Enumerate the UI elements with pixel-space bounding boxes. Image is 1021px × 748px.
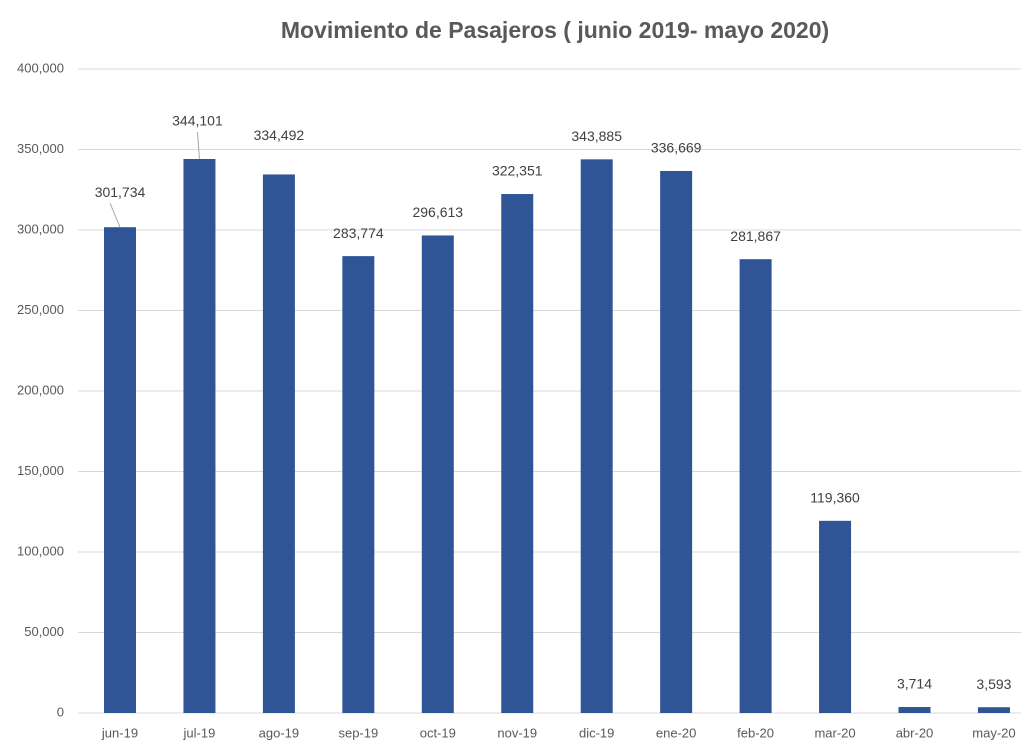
value-label: 281,867 (730, 228, 781, 244)
bar (580, 159, 613, 713)
value-label: 296,613 (412, 204, 463, 220)
bar (421, 235, 454, 713)
value-label: 336,669 (651, 140, 702, 156)
x-tick-label: ago-19 (259, 725, 299, 740)
value-label: 119,360 (810, 490, 860, 506)
leader-line (109, 203, 121, 228)
value-label: 301,734 (95, 184, 146, 200)
value-label: 283,774 (333, 225, 384, 241)
x-tick-label: ene-20 (656, 725, 696, 740)
x-tick-label: jul-19 (183, 725, 216, 740)
bar (819, 520, 852, 713)
y-tick-label: 50,000 (24, 624, 64, 639)
y-tick-label: 200,000 (17, 382, 64, 397)
y-tick-label: 400,000 (17, 60, 64, 75)
y-tick-label: 300,000 (17, 221, 64, 236)
y-tick-label: 350,000 (17, 141, 64, 156)
chart-title: Movimiento de Pasajeros ( junio 2019- ma… (281, 17, 829, 43)
bar (104, 227, 136, 714)
y-tick-label: 100,000 (17, 543, 64, 558)
bar (262, 174, 295, 713)
x-tick-label: sep-19 (338, 725, 378, 740)
x-tick-label: mar-20 (814, 725, 855, 740)
x-tick-label: may-20 (972, 725, 1015, 740)
value-label: 344,101 (172, 113, 223, 129)
value-label: 3,593 (976, 676, 1011, 692)
x-tick-label: dic-19 (579, 725, 614, 740)
bar (739, 259, 772, 713)
bar (660, 170, 693, 714)
y-tick-label: 150,000 (17, 463, 64, 478)
y-tick-label: 0 (57, 704, 64, 719)
x-tick-label: jun-19 (101, 725, 138, 740)
value-label: 343,885 (571, 128, 622, 144)
x-tick-label: oct-19 (420, 725, 456, 740)
x-tick-label: feb-20 (737, 725, 774, 740)
x-tick-label: nov-19 (497, 725, 537, 740)
leader-line (196, 131, 200, 160)
bar (183, 158, 216, 714)
y-tick-label: 250,000 (17, 302, 64, 317)
x-tick-label: abr-20 (896, 725, 934, 740)
bar (501, 194, 534, 713)
bar (977, 707, 1010, 713)
value-label: 322,351 (492, 163, 543, 179)
value-label: 3,714 (897, 676, 932, 692)
value-label: 334,492 (254, 127, 305, 143)
bar (898, 707, 931, 713)
bar (342, 256, 375, 713)
